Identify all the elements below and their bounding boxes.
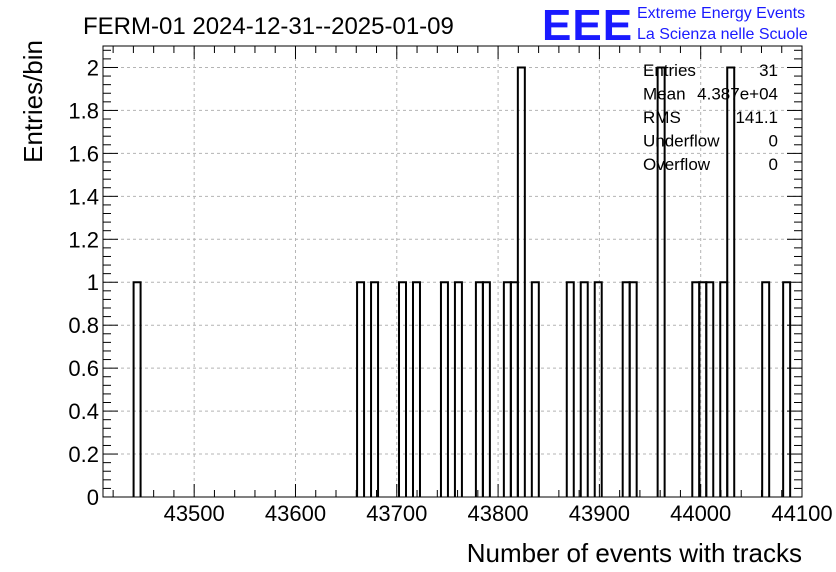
- x-axis-title: Number of events with tracks: [467, 538, 802, 568]
- stats-label: Mean: [643, 85, 686, 104]
- x-tick-label: 43900: [569, 501, 630, 526]
- histogram-bin: [782, 281, 792, 497]
- stats-label: Underflow: [643, 132, 720, 151]
- chart-title: FERM-01 2024-12-31--2025-01-09: [83, 13, 454, 40]
- stats-label: Entries: [643, 61, 696, 80]
- histogram-bin: [579, 281, 589, 497]
- histogram-bins: [132, 66, 792, 497]
- histogram-bin: [761, 281, 771, 497]
- stats-label: RMS: [643, 108, 681, 127]
- stats-value: 4.387e+04: [697, 85, 778, 104]
- histogram-bin: [398, 281, 408, 497]
- histogram-bin: [453, 281, 463, 497]
- y-tick-label: 1.4: [68, 184, 99, 209]
- stats-value: 141.1: [735, 108, 778, 127]
- histogram-bin: [565, 281, 575, 497]
- y-tick-label: 1: [87, 270, 99, 295]
- y-tick-label: 0: [87, 485, 99, 510]
- eee-logo: EEE Extreme Energy Events La Scienza nel…: [542, 1, 808, 50]
- y-tick-label: 0.8: [68, 313, 99, 338]
- y-tick-label: 0.4: [68, 399, 99, 424]
- logo-mark: EEE: [542, 1, 633, 50]
- stats-value: 0: [769, 155, 778, 174]
- y-tick-label: 1.2: [68, 227, 99, 252]
- logo-line-1: Extreme Energy Events: [637, 5, 805, 22]
- x-tick-label: 43800: [467, 501, 528, 526]
- plot-frame: [102, 45, 803, 498]
- stats-box: Entries 31 Mean 4.387e+04 RMS 141.1 Underflow 0…: [643, 61, 778, 174]
- histogram-bin: [132, 281, 142, 497]
- histogram-bin: [628, 281, 638, 497]
- y-tick-label: 1.8: [68, 98, 99, 123]
- grid: [103, 46, 803, 497]
- histogram-bin: [705, 281, 715, 497]
- histogram-bin: [530, 281, 540, 497]
- x-tick-label: 43700: [366, 501, 427, 526]
- y-tick-label: 2: [87, 55, 99, 80]
- x-tick-label: 44000: [670, 501, 731, 526]
- histogram-bin: [593, 281, 603, 497]
- y-tick-label: 0.6: [68, 356, 99, 381]
- tick-labels: 43500 43600 43700 43800 43900 44000 44100 0 0.2 0…: [68, 55, 832, 526]
- logo-line-2: La Scienza nelle Scuole: [637, 26, 808, 43]
- y-tick-label: 0.2: [68, 442, 99, 467]
- x-tick-label: 43600: [265, 501, 326, 526]
- histogram-bin: [356, 281, 366, 497]
- x-tick-label: 43500: [164, 501, 225, 526]
- histogram-bin: [370, 281, 380, 497]
- histogram-bin: [656, 66, 666, 497]
- histogram-bin: [726, 66, 736, 497]
- histogram-bin: [516, 66, 526, 497]
- stats-value: 0: [769, 132, 778, 151]
- histogram-bin: [411, 281, 421, 497]
- y-axis-title: Entries/bin: [18, 40, 48, 163]
- stats-label: Overflow: [643, 155, 711, 174]
- histogram-bin: [439, 281, 449, 497]
- y-tick-label: 1.6: [68, 141, 99, 166]
- histogram-bin: [481, 281, 491, 497]
- stats-value: 31: [759, 61, 778, 80]
- x-tick-label: 44100: [771, 501, 832, 526]
- axes: [102, 45, 803, 498]
